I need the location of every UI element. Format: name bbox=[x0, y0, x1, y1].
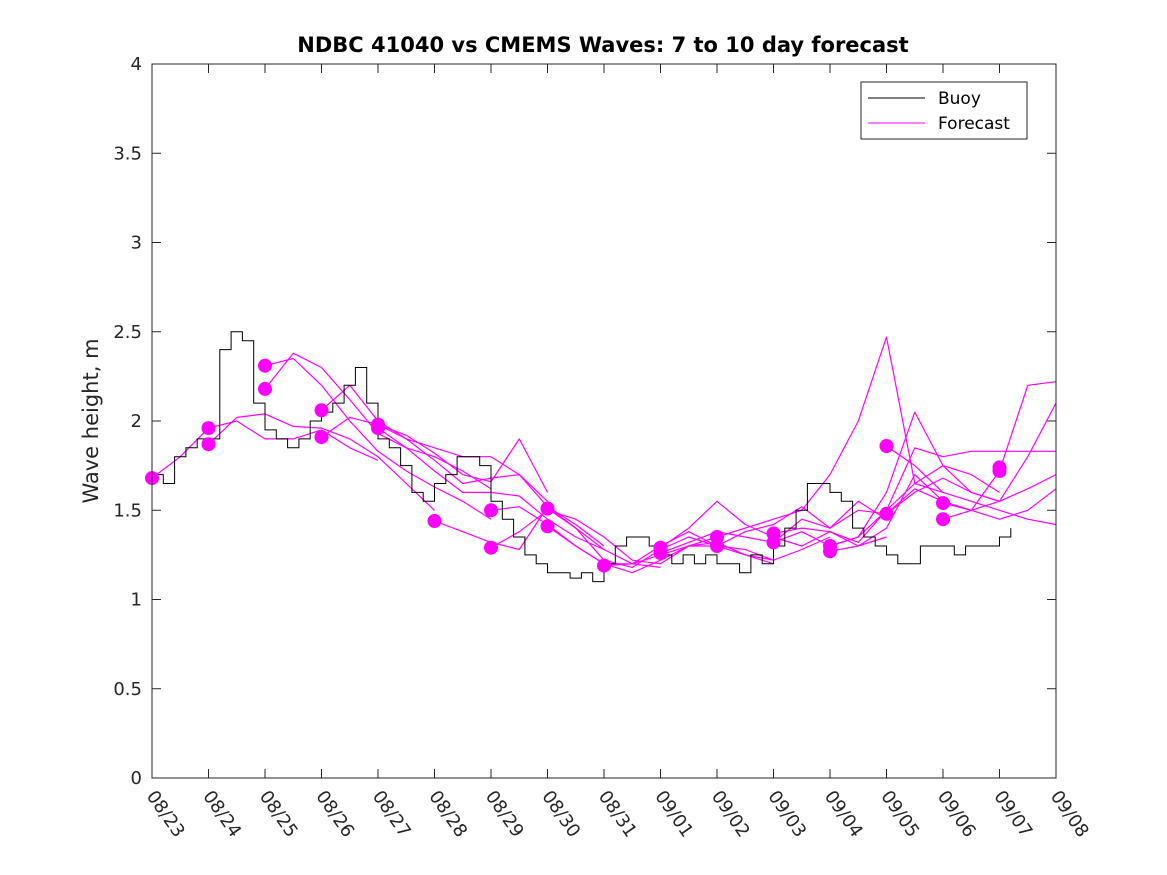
x-tick-label: 09/05 bbox=[876, 787, 923, 842]
x-tick-label: 08/30 bbox=[537, 787, 584, 842]
y-tick-label: 2 bbox=[131, 411, 142, 432]
forecast-line-21 bbox=[829, 447, 1056, 547]
forecast-marker bbox=[484, 503, 498, 518]
x-tick-label: 09/08 bbox=[1046, 787, 1093, 842]
forecast-line-13 bbox=[547, 525, 774, 574]
forecast-marker bbox=[258, 358, 272, 373]
forecast-marker bbox=[653, 546, 668, 561]
forecast-marker bbox=[201, 421, 216, 436]
forecast-line-4 bbox=[264, 357, 492, 520]
y-tick-label: 1.5 bbox=[113, 500, 142, 521]
y-tick-label: 2.5 bbox=[113, 322, 142, 343]
forecast-line-10 bbox=[490, 509, 718, 565]
x-tick-label: 08/23 bbox=[142, 787, 189, 842]
buoy-line bbox=[152, 331, 1012, 583]
x-tick-label: 09/07 bbox=[989, 787, 1036, 842]
forecast-marker bbox=[823, 544, 837, 559]
series-layer bbox=[151, 331, 1057, 583]
legend-buoy-label: Buoy bbox=[938, 89, 981, 109]
x-tick-label: 08/26 bbox=[311, 787, 358, 842]
forecast-marker bbox=[314, 403, 329, 418]
forecast-marker bbox=[371, 421, 385, 436]
legend: Buoy Forecast bbox=[860, 81, 1028, 140]
y-tick-label: 4 bbox=[131, 54, 142, 75]
y-tick-label: 0.5 bbox=[113, 679, 142, 700]
forecast-marker bbox=[710, 539, 724, 553]
x-tick-label: 09/02 bbox=[707, 787, 754, 842]
forecast-line-25 bbox=[942, 402, 1057, 511]
forecast-marker bbox=[766, 535, 781, 550]
forecast-marker bbox=[992, 464, 1007, 478]
y-axis-label: Wave height, m bbox=[79, 338, 103, 503]
x-tick-label: 09/06 bbox=[933, 787, 980, 842]
plot-area bbox=[152, 64, 1056, 778]
forecast-line-18 bbox=[716, 488, 944, 547]
x-tick-label: 08/25 bbox=[255, 787, 302, 842]
forecast-line-5 bbox=[321, 384, 548, 502]
forecast-marker bbox=[540, 501, 555, 516]
forecast-marker bbox=[936, 512, 950, 527]
forecast-marker bbox=[540, 519, 555, 534]
x-tick-label: 08/24 bbox=[198, 787, 245, 842]
y-tick-label: 3.5 bbox=[113, 143, 142, 164]
forecast-marker bbox=[879, 506, 894, 521]
y-tick-label: 0 bbox=[131, 768, 142, 789]
x-tick-label: 08/29 bbox=[481, 787, 528, 842]
y-tick-label: 1 bbox=[131, 590, 142, 611]
forecast-line-24 bbox=[886, 474, 1057, 515]
x-tick-label: 09/04 bbox=[820, 787, 867, 842]
forecast-line-23 bbox=[886, 445, 1057, 526]
forecast-marker bbox=[201, 437, 216, 452]
chart-title: NDBC 41040 vs CMEMS Waves: 7 to 10 day f… bbox=[297, 33, 908, 57]
forecast-line-2 bbox=[208, 413, 435, 511]
legend-forecast-label: Forecast bbox=[938, 114, 1010, 134]
forecast-marker bbox=[258, 381, 272, 396]
forecast-marker bbox=[936, 496, 950, 511]
y-tick-label: 3 bbox=[131, 233, 142, 254]
x-tick-label: 08/28 bbox=[424, 787, 471, 842]
y-axis-ticks: 0 0.5 1 1.5 2 2.5 3 3.5 4 bbox=[113, 54, 1056, 789]
forecast-marker bbox=[597, 558, 611, 573]
forecast-marker bbox=[879, 439, 894, 453]
x-tick-label: 09/03 bbox=[763, 787, 810, 842]
forecast-marker bbox=[484, 540, 498, 555]
forecast-line-17 bbox=[716, 336, 944, 538]
forecast-line-1 bbox=[151, 420, 379, 479]
forecast-line-20 bbox=[773, 411, 1000, 547]
forecast-marker bbox=[427, 514, 442, 528]
x-tick-label: 08/27 bbox=[368, 787, 415, 842]
plot-frame bbox=[151, 63, 1057, 779]
forecast-line-6 bbox=[321, 416, 549, 493]
forecast-marker bbox=[314, 430, 329, 445]
x-tick-label: 09/01 bbox=[650, 787, 697, 842]
x-tick-label: 08/31 bbox=[594, 787, 641, 842]
legend-box bbox=[860, 81, 1028, 140]
